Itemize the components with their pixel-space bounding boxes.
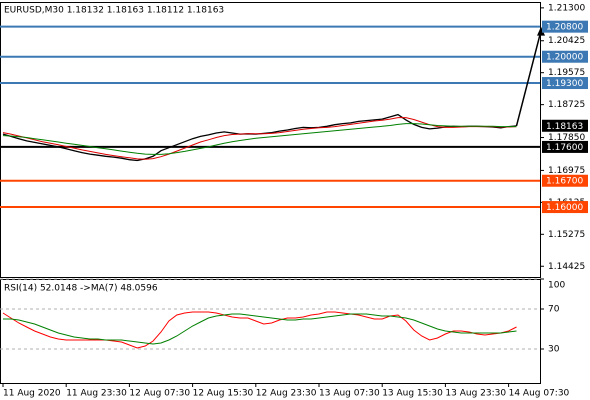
level-label-box [542, 77, 588, 90]
y-tick-label: 1.20425 [548, 36, 585, 46]
x-tick-label: 12 Aug 23:30 [256, 389, 317, 399]
level-label-box [542, 201, 588, 214]
level-label-box [542, 50, 588, 63]
level-label-box [542, 20, 588, 33]
x-tick-label: 13 Aug 15:30 [382, 389, 443, 399]
level-label-box [542, 119, 588, 132]
x-tick-label: 13 Aug 23:30 [445, 389, 506, 399]
y-tick-label: 30 [548, 345, 560, 355]
series-line [2, 311, 517, 349]
series-line [2, 117, 517, 160]
level-label-box [542, 174, 588, 187]
y-tick-label: 1.17850 [548, 133, 585, 143]
y-tick-label: 100 [548, 281, 565, 291]
y-tick-label: 1.14425 [548, 262, 585, 272]
y-tick-label: 1.21300 [548, 4, 585, 14]
y-tick-label: 1.18725 [548, 100, 585, 110]
level-label-box [542, 140, 588, 153]
x-tick-label: 11 Aug 2020 [3, 389, 61, 399]
y-tick-label: 1.16975 [548, 166, 585, 176]
level-label: 1.19300 [546, 79, 583, 89]
y-tick-label: 1.15275 [548, 230, 585, 240]
x-tick-label: 11 Aug 23:30 [66, 389, 127, 399]
level-label: 1.16000 [546, 203, 583, 213]
level-label: 1.16700 [546, 177, 583, 187]
series-line [2, 123, 517, 155]
level-label: 1.20000 [546, 53, 583, 63]
level-label: 1.18163 [546, 122, 583, 132]
arrow-head [537, 26, 545, 36]
y-tick-label: 70 [548, 305, 560, 315]
x-tick-label: 12 Aug 07:30 [129, 389, 190, 399]
level-label: 1.17600 [546, 143, 583, 153]
x-tick-label: 12 Aug 15:30 [193, 389, 254, 399]
arrow-shaft [515, 30, 542, 127]
series-line [3, 313, 517, 345]
x-tick-label: 13 Aug 07:30 [319, 389, 380, 399]
price-panel [0, 2, 541, 278]
price-title: EURUSD,M30 1.18132 1.18163 1.18112 1.181… [4, 6, 224, 16]
level-label: 1.20800 [546, 23, 583, 33]
rsi-title: RSI(14) 52.0148 ->MA(7) 48.0596 [4, 284, 158, 294]
x-tick-label: 14 Aug 07:30 [509, 389, 570, 399]
y-tick-label: 1.19575 [548, 68, 585, 78]
